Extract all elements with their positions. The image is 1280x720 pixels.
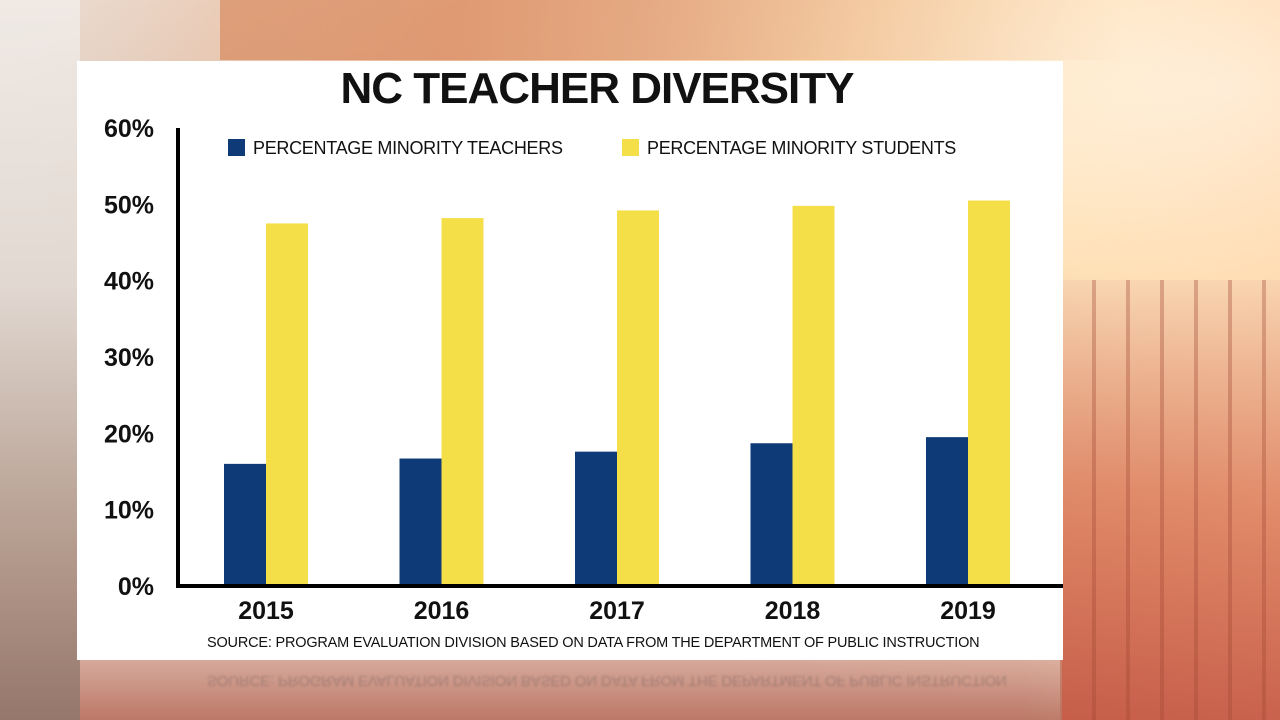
bar-students	[266, 223, 308, 586]
background-classroom-desks	[1062, 280, 1280, 720]
chart-source: SOURCE: PROGRAM EVALUATION DIVISION BASE…	[207, 635, 980, 651]
y-tick-label: 40%	[104, 268, 154, 296]
background-wall	[0, 0, 80, 720]
bar-teachers	[224, 463, 266, 586]
bar-students	[968, 200, 1010, 586]
source-reflection: SOURCE: PROGRAM EVALUATION DIVISION BASE…	[207, 672, 1007, 689]
chart-title: NC TEACHER DIVERSITY	[340, 64, 855, 113]
chart-card: NC TEACHER DIVERSITY 0% 10% 20% 30% 40% 50% 60…	[77, 61, 1063, 660]
y-tick-label: 0%	[118, 573, 154, 601]
bar-students	[441, 218, 484, 586]
bar-teachers	[399, 458, 442, 586]
legend-swatch-students	[622, 139, 639, 156]
card-reflection	[80, 660, 1060, 720]
x-tick-label: 2017	[589, 597, 645, 625]
x-tick-label: 2016	[414, 597, 470, 625]
bar-teachers	[575, 451, 617, 586]
x-tick-label: 2015	[238, 597, 294, 625]
x-tick-label: 2018	[765, 597, 821, 625]
legend-label-teachers: PERCENTAGE MINORITY TEACHERS	[253, 138, 563, 158]
legend-swatch-teachers	[228, 139, 245, 156]
bar-students	[617, 210, 659, 586]
y-tick-label: 50%	[104, 191, 154, 219]
y-tick-label: 20%	[104, 420, 154, 448]
y-tick-label: 30%	[104, 344, 154, 372]
bar-teachers	[750, 443, 793, 586]
y-tick-label: 10%	[104, 497, 154, 525]
bar-students	[792, 205, 835, 587]
legend-label-students: PERCENTAGE MINORITY STUDENTS	[647, 138, 956, 158]
bar-teachers	[926, 437, 968, 586]
x-tick-label: 2019	[940, 597, 996, 625]
background-top-bar	[220, 0, 1120, 60]
y-tick-label: 60%	[104, 115, 154, 143]
bar-chart: 0% 10% 20% 30% 40% 50% 60% 2015 2016 2017 2018 2019…	[104, 115, 1063, 625]
